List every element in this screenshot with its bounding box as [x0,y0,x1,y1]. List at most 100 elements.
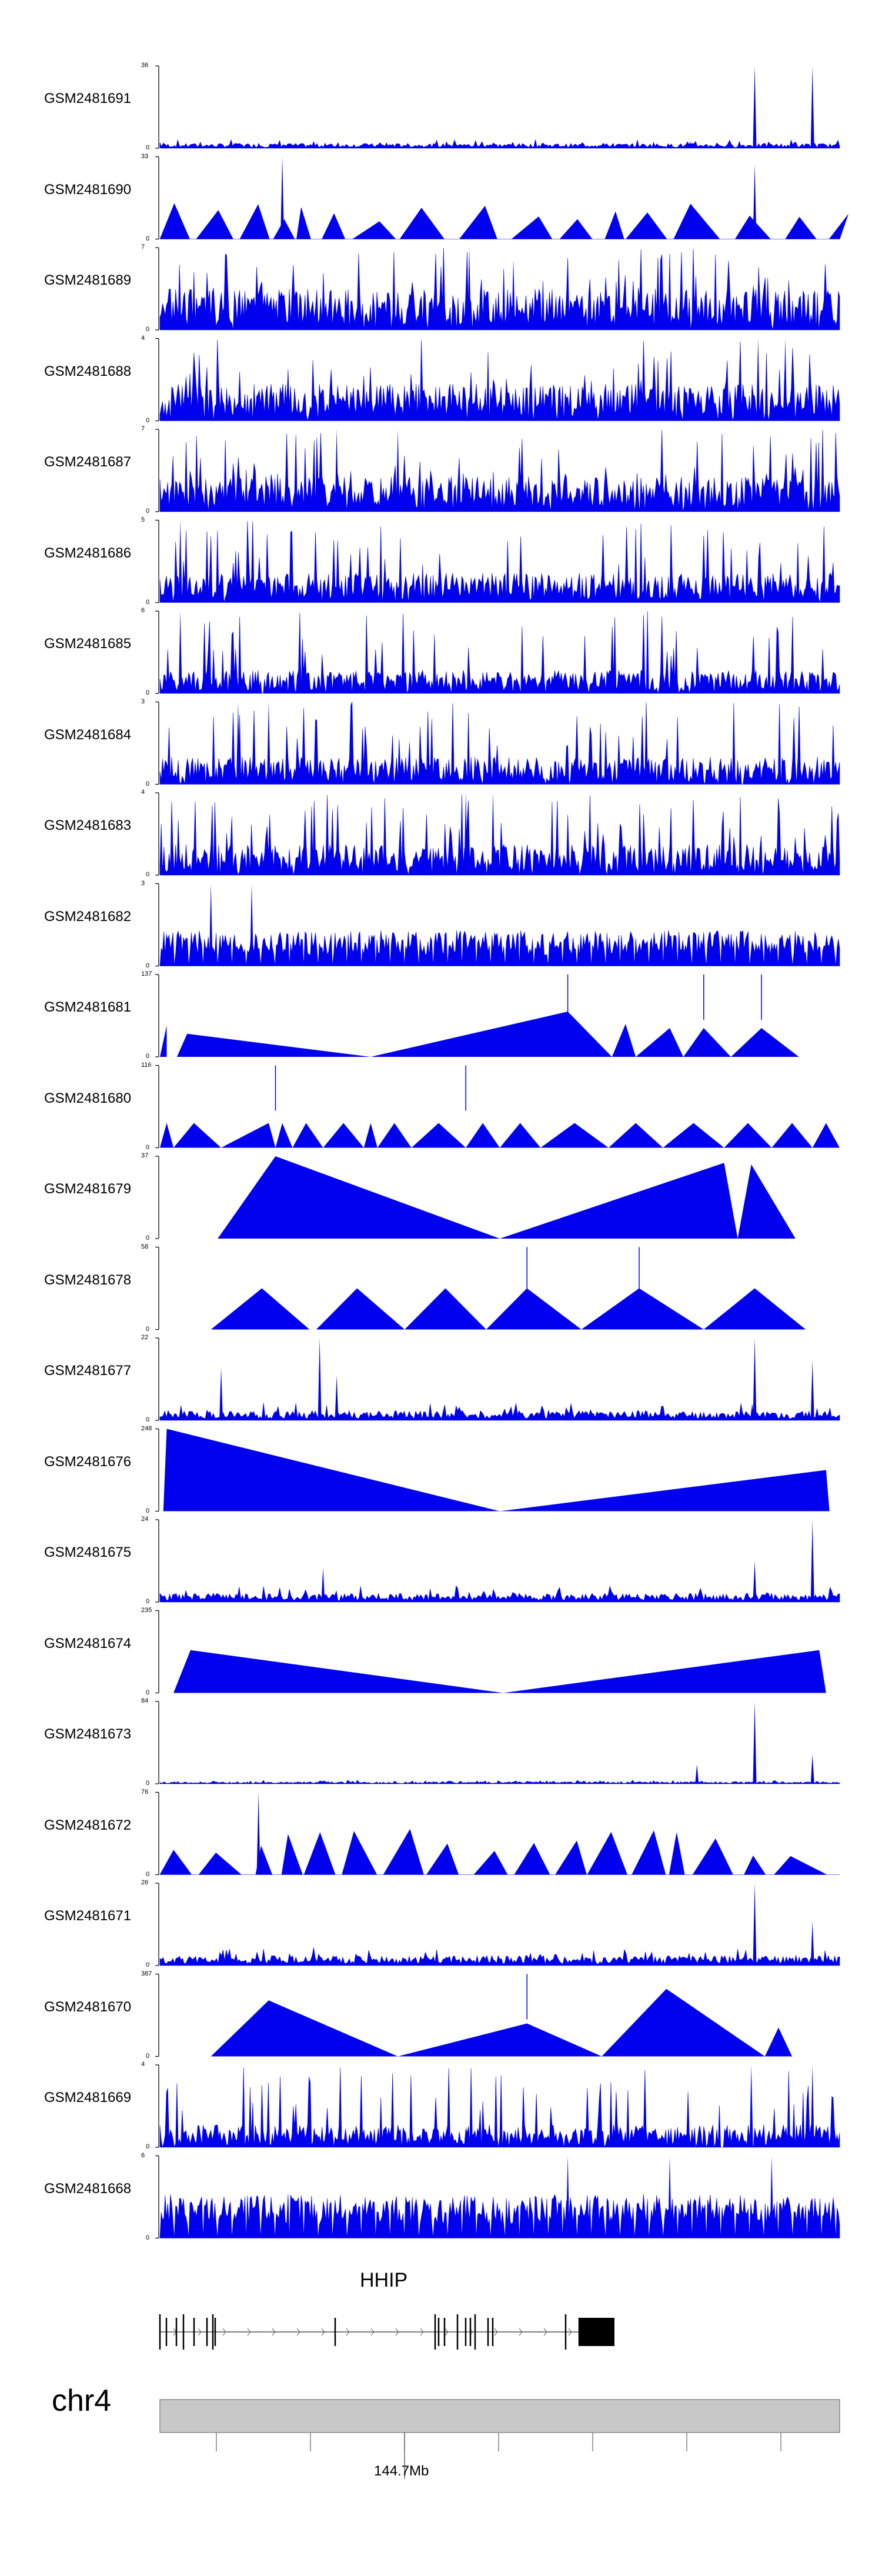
peak-GSM2481672-0 [256,1792,260,1875]
y-min-label-GSM2481670: 0 [146,2052,150,2060]
y-max-label-GSM2481680: 116 [141,1061,152,1069]
track-label-GSM2481674: GSM2481674 [44,1635,132,1651]
signal-area-GSM2481678-3 [486,1288,582,1330]
gene-strand-arrow [395,2328,399,2336]
y-min-label-GSM2481669: 0 [146,2143,150,2150]
signal-area-GSM2481678-4 [581,1288,704,1330]
signal-area-GSM2481680-7 [377,1123,412,1148]
peak-GSM2481690-1 [753,164,757,239]
signal-area-GSM2481680-11 [540,1123,609,1148]
gene-strand-arrow [296,2328,300,2336]
signal-area-GSM2481670-1 [397,2023,602,2057]
track-label-GSM2481686: GSM2481686 [44,545,132,561]
gene-strand-arrow [247,2328,251,2336]
y-min-label-GSM2481676: 0 [146,1507,150,1514]
y-min-label-GSM2481688: 0 [146,416,150,424]
peak-GSM2481689-1 [512,259,516,330]
signal-area-GSM2481684 [159,702,840,785]
signal-area-GSM2481681-2 [370,1012,612,1057]
track-label-GSM2481675: GSM2481675 [44,1544,132,1560]
gene-strand-arrow [346,2328,350,2336]
track-label-GSM2481680: GSM2481680 [44,1090,132,1106]
gene-strand-arrow [198,2328,202,2336]
gene-strand-arrow [420,2328,424,2336]
signal-area-GSM2481675 [159,1585,840,1603]
signal-area-GSM2481680-16 [812,1123,840,1148]
gene-strand-arrow [370,2328,375,2336]
gene-strand-arrow [445,2328,449,2336]
y-min-label-GSM2481679: 0 [146,1234,150,1242]
y-min-label-GSM2481674: 0 [146,1689,150,1696]
peak-GSM2481673-0 [753,1701,757,1784]
y-max-label-GSM2481691: 36 [141,62,149,69]
y-min-label-GSM2481683: 0 [146,871,150,878]
signal-area-GSM2481686 [159,520,840,603]
peak-GSM2481668-2 [770,2155,774,2238]
signal-area-GSM2481680-9 [466,1123,500,1148]
peak-GSM2481688-1 [783,338,787,421]
gene-strand-arrow [519,2328,523,2336]
y-min-label-GSM2481691: 0 [146,144,150,151]
y-min-label-GSM2481687: 0 [146,508,150,515]
signal-area-GSM2481670-2 [602,1988,765,2057]
y-max-label-GSM2481670: 387 [141,1970,152,1977]
peak-GSM2481684-0 [236,702,240,785]
track-label-GSM2481670: GSM2481670 [44,1998,132,2015]
peak-GSM2481677-1 [753,1338,757,1420]
y-min-label-GSM2481677: 0 [146,1416,150,1423]
y-max-label-GSM2481689: 7 [141,243,145,251]
signal-area-GSM2481688 [159,339,840,421]
signal-area-GSM2481671 [159,1947,840,1966]
peak-GSM2481675-1 [753,1561,757,1602]
y-max-label-GSM2481672: 76 [141,1788,149,1796]
signal-area-GSM2481670-0 [211,2000,398,2057]
peak-GSM2481671-1 [810,1921,814,1966]
signal-area-GSM2481678-2 [405,1288,486,1330]
y-max-label-GSM2481676: 248 [141,1424,152,1432]
signal-area-GSM2481680-1 [173,1123,222,1148]
track-label-GSM2481684: GSM2481684 [44,726,132,743]
signal-area-GSM2481680-12 [608,1123,663,1148]
peak-GSM2481690-2 [477,216,482,239]
signal-area-GSM2481683 [159,795,840,876]
peak-GSM2481682-0 [209,883,213,966]
peak-GSM2481675-0 [810,1520,814,1602]
peak-GSM2481682-1 [250,883,254,966]
track-label-GSM2481668: GSM2481668 [44,2180,132,2197]
gene-label: HHIP [360,2269,408,2291]
signal-area-GSM2481681-0 [160,1025,167,1057]
signal-area-GSM2481690 [159,203,848,239]
peak-GSM2481690-0 [280,156,285,239]
y-max-label-GSM2481679: 37 [141,1152,149,1159]
peak-GSM2481689-0 [467,248,471,330]
peak-GSM2481685-0 [178,611,182,693]
gene-exon-utr [579,2318,614,2346]
signal-area-GSM2481680-15 [771,1123,813,1148]
signal-area-GSM2481680-0 [160,1123,174,1148]
signal-area-GSM2481680-6 [363,1123,377,1148]
signal-area-GSM2481680-2 [221,1123,276,1148]
signal-area-GSM2481679-2 [737,1164,796,1239]
peak-GSM2481688-0 [756,338,760,421]
y-min-label-GSM2481681: 0 [146,1053,150,1060]
signal-area-GSM2481681-3 [612,1024,636,1057]
y-min-label-GSM2481668: 0 [146,2234,150,2241]
peak-GSM2481687-1 [396,429,400,512]
track-label-GSM2481691: GSM2481691 [44,91,132,106]
signal-area-GSM2481676-1 [500,1470,830,1511]
track-label-GSM2481678: GSM2481678 [44,1272,132,1288]
signal-area-GSM2481681-1 [176,1033,371,1057]
track-label-GSM2481673: GSM2481673 [44,1726,132,1742]
peak-GSM2481691-1 [810,66,814,148]
y-max-label-GSM2481678: 58 [141,1243,149,1250]
signal-area-GSM2481678-1 [316,1288,405,1330]
track-label-GSM2481690: GSM2481690 [44,181,132,198]
y-max-label-GSM2481688: 4 [141,334,145,342]
peak-GSM2481683-0 [464,793,468,875]
y-min-label-GSM2481684: 0 [146,780,150,788]
y-max-label-GSM2481681: 137 [141,970,152,977]
signal-area-GSM2481680-14 [724,1123,772,1148]
peak-GSM2481668-0 [566,2155,570,2238]
gene-strand-arrow [222,2328,226,2336]
y-min-label-GSM2481680: 0 [146,1143,150,1151]
